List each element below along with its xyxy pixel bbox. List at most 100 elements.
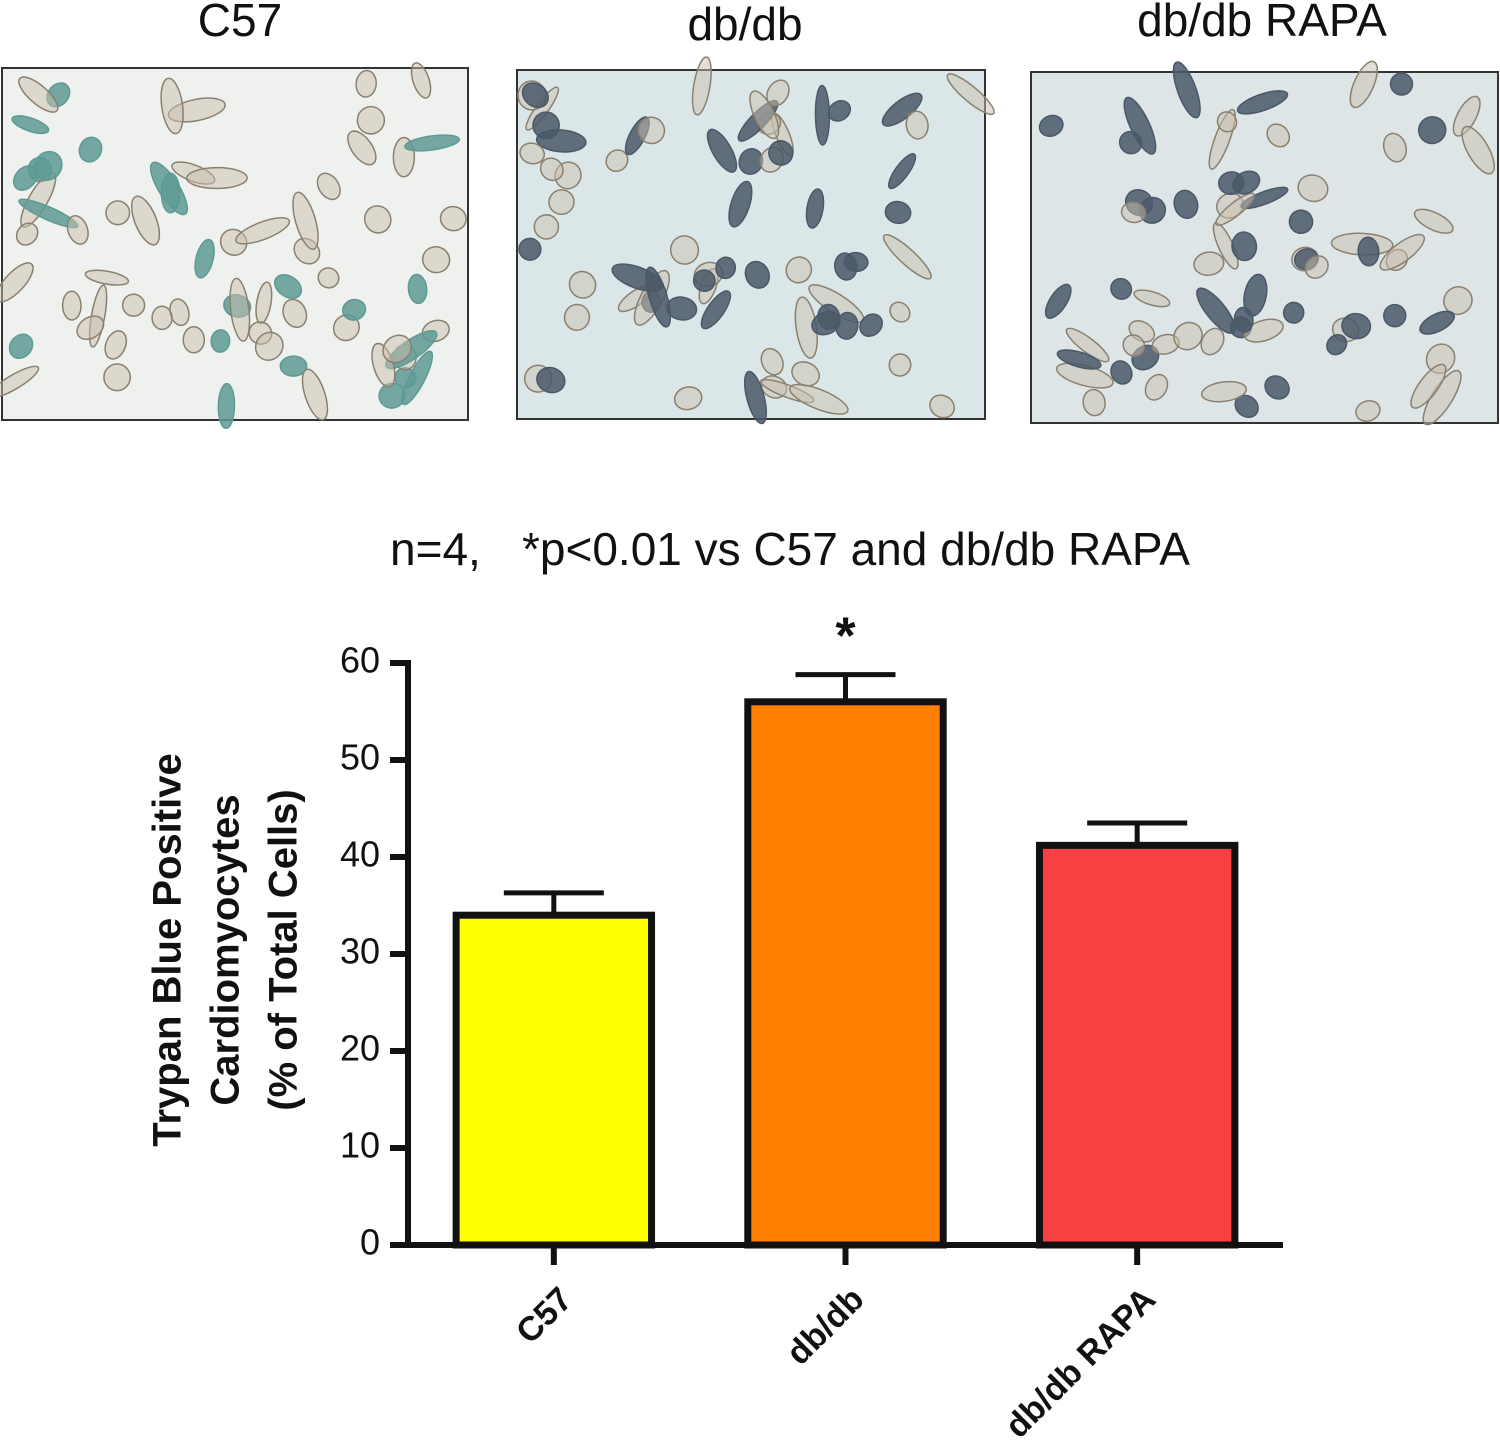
- cell: [1379, 233, 1426, 271]
- cell: [1200, 327, 1225, 356]
- cell: [1110, 277, 1133, 300]
- panel-label: db/db RAPA: [1137, 0, 1387, 46]
- cell: [700, 290, 732, 330]
- cell: [791, 361, 820, 387]
- cell: [1118, 130, 1143, 155]
- cell: [889, 301, 911, 323]
- cell: [518, 237, 542, 261]
- cell: [1461, 125, 1495, 175]
- bar: [452, 911, 656, 1249]
- cell: [1173, 189, 1199, 219]
- cell: [1231, 231, 1258, 262]
- y-tick-label: 0: [360, 1222, 380, 1263]
- cell: [1389, 72, 1414, 96]
- cell: [536, 366, 566, 394]
- panel-label: db/db: [687, 0, 802, 50]
- y-tick-label: 10: [340, 1125, 380, 1166]
- cell: [563, 303, 591, 331]
- cell: [611, 263, 664, 292]
- cell: [316, 172, 341, 201]
- cell: [341, 298, 367, 321]
- cell: [728, 180, 753, 228]
- cell: [84, 269, 130, 286]
- chart-title: n=4,: [390, 523, 481, 575]
- cell: [1123, 96, 1157, 155]
- cell: [317, 267, 340, 289]
- cell: [929, 394, 956, 419]
- cell: [18, 76, 59, 113]
- cell: [105, 200, 131, 226]
- cell: [33, 150, 63, 181]
- cell: [766, 79, 790, 107]
- cell: [356, 105, 386, 135]
- cell: [355, 69, 377, 98]
- cell: [292, 191, 319, 250]
- cell: [521, 82, 549, 109]
- cell: [843, 251, 869, 273]
- cell: [768, 140, 794, 166]
- cell: [1065, 327, 1110, 363]
- cell: [1110, 360, 1133, 385]
- cell: [637, 116, 666, 145]
- cell: [282, 298, 308, 329]
- cell: [210, 329, 231, 353]
- cell: [887, 153, 917, 190]
- cell: [11, 115, 50, 135]
- cell: [235, 217, 291, 245]
- cell: [186, 166, 248, 190]
- cell: [1382, 132, 1408, 163]
- cell: [1082, 388, 1106, 417]
- y-tick-label: 50: [340, 737, 380, 778]
- y-tick-label: 20: [340, 1028, 380, 1069]
- cell: [1193, 251, 1225, 276]
- cell: [1341, 312, 1372, 340]
- x-tick-label: db/db RAPA: [998, 1280, 1163, 1445]
- y-tick-label: 60: [340, 640, 380, 681]
- cell: [548, 189, 575, 216]
- cell: [859, 313, 883, 337]
- cell: [407, 273, 428, 305]
- cell: [404, 134, 460, 152]
- cell: [1173, 321, 1203, 351]
- panel-label: C57: [198, 0, 282, 46]
- cell: [882, 233, 932, 280]
- cell: [229, 277, 251, 342]
- x-tick-label: C57: [509, 1280, 580, 1351]
- cell: [1196, 287, 1236, 335]
- cell: [744, 260, 771, 289]
- cell: [382, 334, 412, 364]
- cell: [66, 215, 89, 245]
- cell: [1236, 90, 1289, 115]
- cell: [0, 262, 34, 303]
- cell: [1120, 201, 1147, 224]
- cell: [691, 56, 712, 116]
- bar: [1035, 841, 1239, 1249]
- cell: [104, 330, 128, 360]
- cell: [789, 383, 849, 415]
- cell: [532, 111, 560, 140]
- cell: [669, 235, 700, 265]
- cell: [103, 363, 132, 392]
- cell: [888, 353, 912, 377]
- x-tick-label: db/db: [779, 1280, 871, 1372]
- cell: [605, 149, 629, 173]
- cell: [410, 62, 432, 99]
- chart-subtitle: *p<0.01 vs C57 and db/db RAPA: [522, 523, 1190, 575]
- cell: [160, 77, 184, 135]
- cell: [76, 315, 105, 341]
- cell: [715, 256, 737, 280]
- cell: [1413, 208, 1454, 234]
- cell: [15, 222, 39, 246]
- cell: [1056, 349, 1102, 370]
- cell: [785, 256, 813, 284]
- cell: [1243, 318, 1284, 343]
- cell: [301, 368, 329, 421]
- cell: [130, 195, 161, 246]
- cell: [194, 238, 215, 279]
- cell: [1282, 301, 1305, 324]
- cell: [182, 325, 206, 354]
- cell: [1216, 111, 1238, 133]
- cell: [78, 136, 103, 163]
- cell: [1357, 236, 1380, 267]
- cell: [905, 110, 929, 140]
